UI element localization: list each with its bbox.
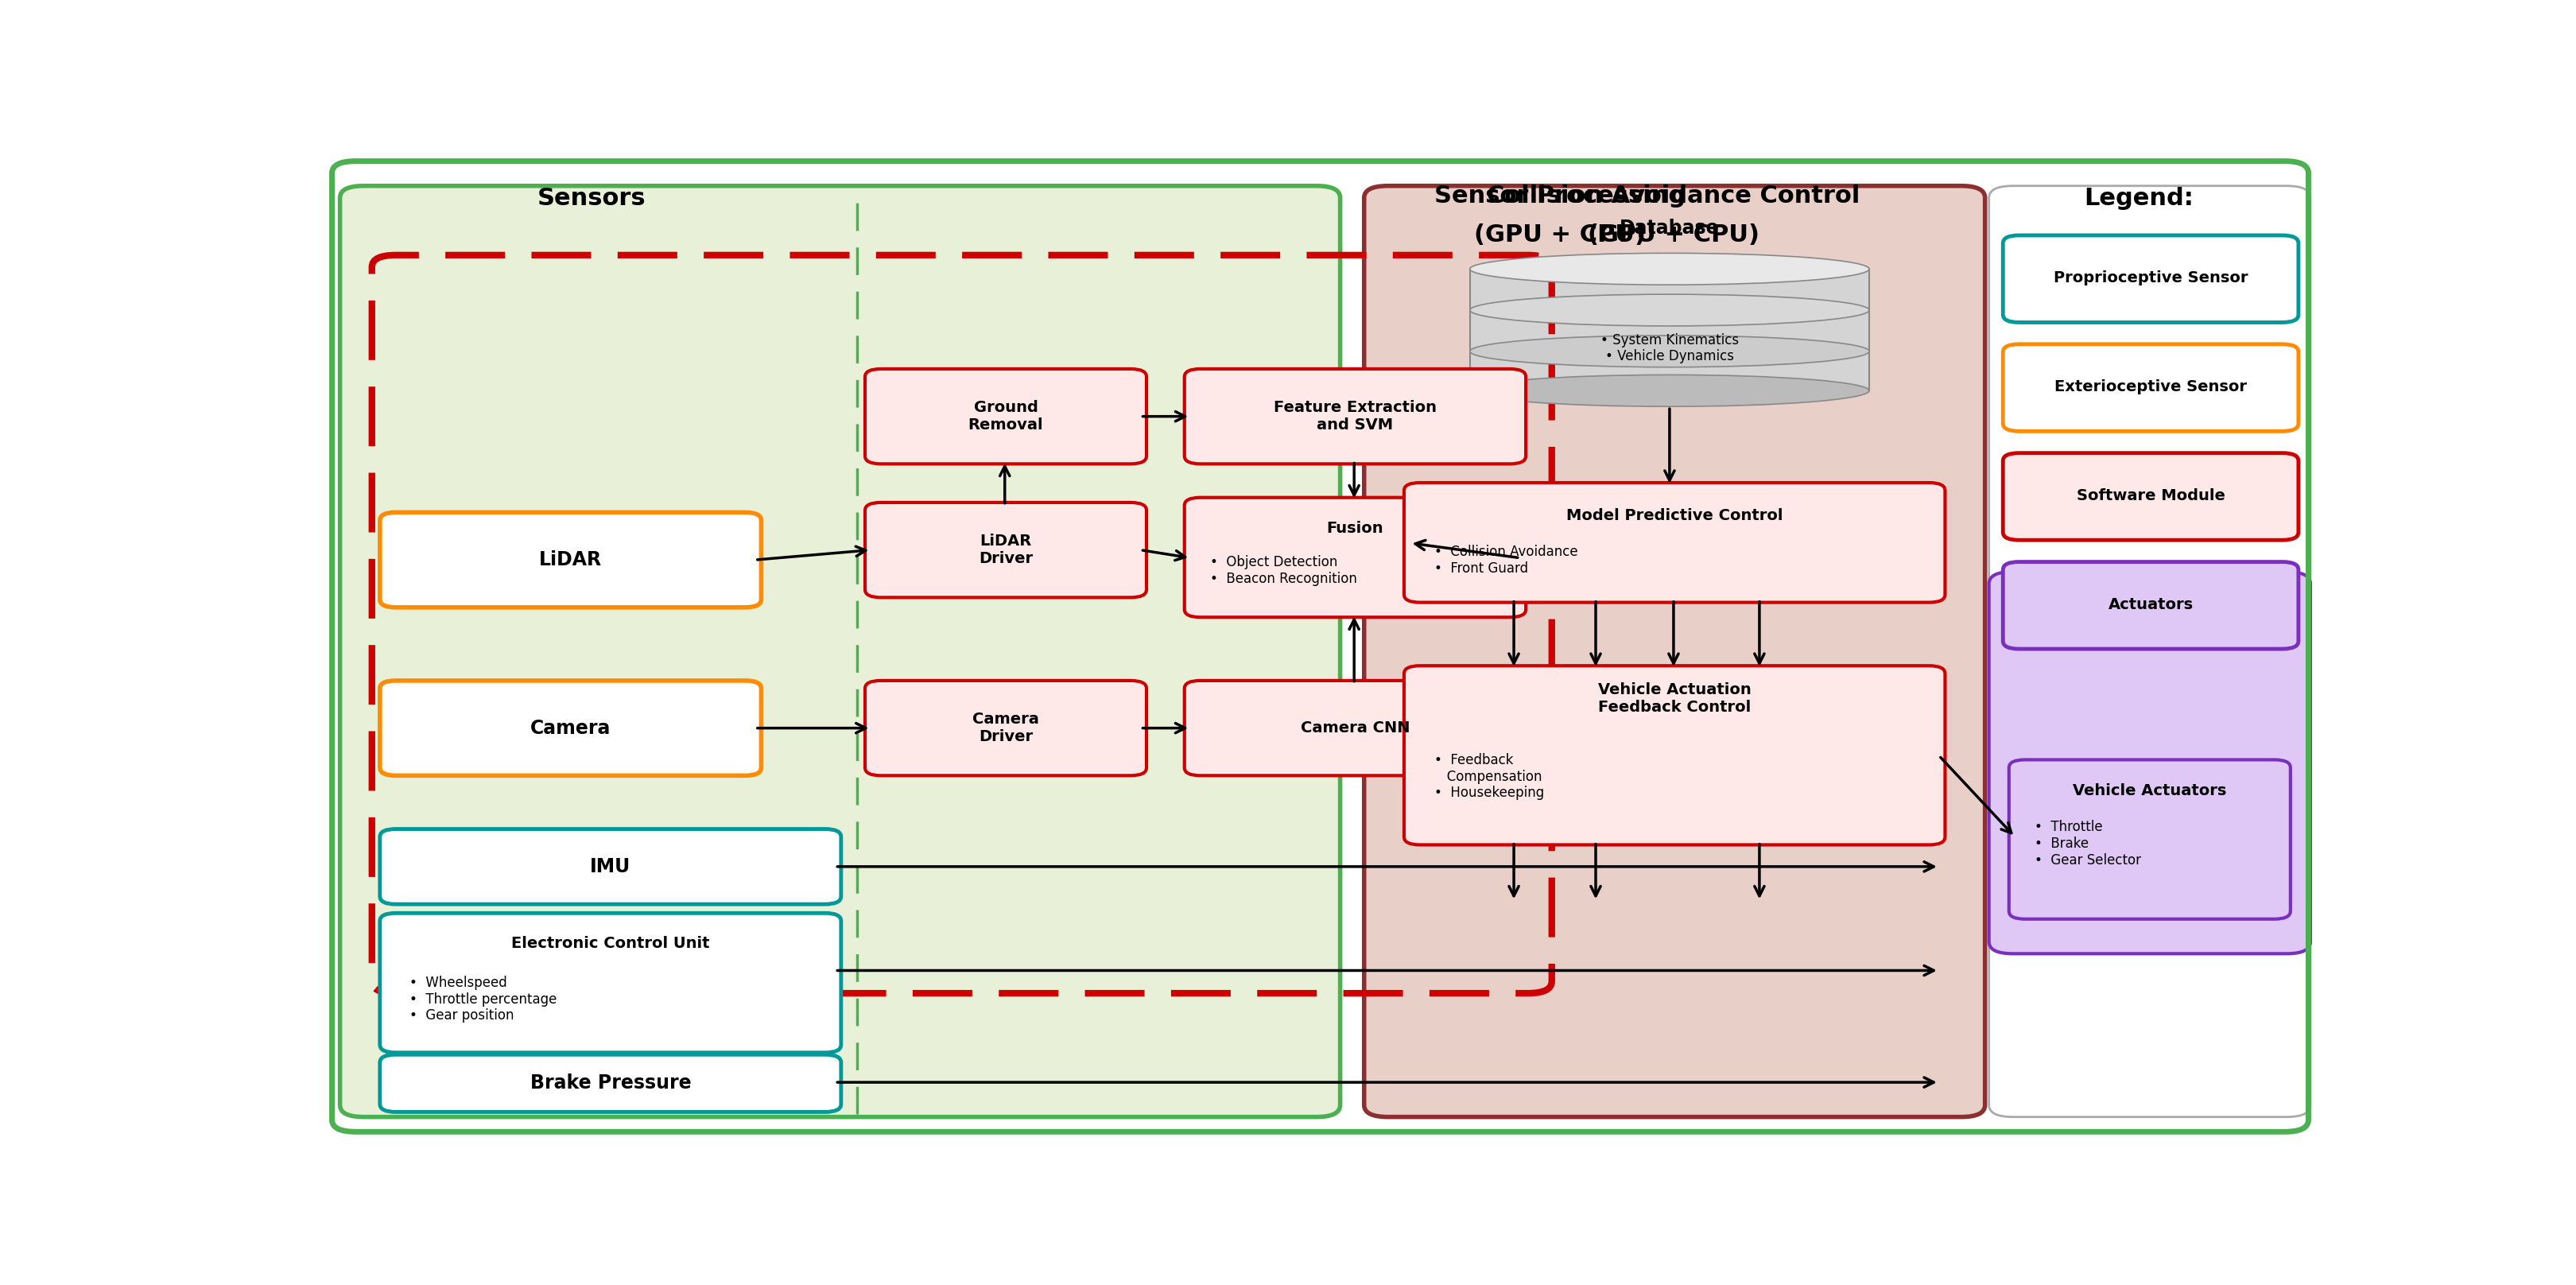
- Text: Actuators: Actuators: [2107, 596, 2192, 612]
- Text: Camera: Camera: [531, 718, 611, 738]
- FancyBboxPatch shape: [866, 369, 1146, 464]
- Text: (GPU + CPU): (GPU + CPU): [1587, 224, 1759, 247]
- Text: •  Throttle
•  Brake
•  Gear Selector: • Throttle • Brake • Gear Selector: [2035, 820, 2141, 867]
- Text: •  Object Detection
•  Beacon Recognition: • Object Detection • Beacon Recognition: [1211, 555, 1358, 586]
- Ellipse shape: [1471, 294, 1870, 326]
- FancyBboxPatch shape: [1989, 572, 2311, 953]
- FancyBboxPatch shape: [2004, 344, 2298, 432]
- Text: Legend:: Legend:: [2084, 188, 2195, 211]
- Text: Ground
Removal: Ground Removal: [969, 400, 1043, 433]
- Text: Sensors: Sensors: [538, 188, 647, 211]
- FancyBboxPatch shape: [1365, 186, 1986, 1117]
- FancyBboxPatch shape: [1404, 483, 1945, 603]
- Text: Exterioceptive Sensor: Exterioceptive Sensor: [2056, 379, 2246, 394]
- Text: Electronic Control Unit: Electronic Control Unit: [510, 937, 708, 951]
- Text: •  Collision Avoidance
•  Front Guard: • Collision Avoidance • Front Guard: [1435, 545, 1577, 576]
- Text: Fusion: Fusion: [1327, 520, 1383, 536]
- Text: •  Wheelspeed
•  Throttle percentage
•  Gear position: • Wheelspeed • Throttle percentage • Gea…: [410, 975, 556, 1023]
- Text: (GPU + CPU): (GPU + CPU): [1473, 224, 1646, 247]
- FancyBboxPatch shape: [2004, 235, 2298, 323]
- FancyBboxPatch shape: [1471, 269, 1870, 391]
- Text: Feature Extraction
and SVM: Feature Extraction and SVM: [1273, 400, 1437, 433]
- FancyBboxPatch shape: [866, 502, 1146, 598]
- FancyBboxPatch shape: [379, 829, 840, 905]
- Text: Proprioceptive Sensor: Proprioceptive Sensor: [2053, 270, 2249, 285]
- FancyBboxPatch shape: [340, 186, 1340, 1117]
- FancyBboxPatch shape: [2004, 454, 2298, 540]
- FancyBboxPatch shape: [1185, 497, 1525, 617]
- Ellipse shape: [1471, 253, 1870, 285]
- FancyBboxPatch shape: [2004, 562, 2298, 649]
- FancyBboxPatch shape: [379, 1055, 840, 1112]
- FancyBboxPatch shape: [1185, 681, 1525, 776]
- Text: Sensor Processing: Sensor Processing: [1435, 184, 1685, 207]
- Text: Brake Pressure: Brake Pressure: [531, 1074, 690, 1092]
- Text: •  Feedback
   Compensation
•  Housekeeping: • Feedback Compensation • Housekeeping: [1435, 753, 1543, 801]
- Text: Vehicle Actuators: Vehicle Actuators: [2074, 783, 2226, 798]
- Text: IMU: IMU: [590, 857, 631, 876]
- FancyBboxPatch shape: [866, 681, 1146, 776]
- FancyBboxPatch shape: [1989, 186, 2311, 1117]
- Text: Database: Database: [1620, 218, 1721, 238]
- Text: Camera
Driver: Camera Driver: [971, 712, 1038, 744]
- FancyBboxPatch shape: [2009, 759, 2290, 919]
- Text: Camera CNN: Camera CNN: [1301, 721, 1409, 735]
- Text: Collision Avoidance Control: Collision Avoidance Control: [1486, 184, 1860, 207]
- FancyBboxPatch shape: [379, 914, 840, 1052]
- Text: Software Module: Software Module: [2076, 488, 2226, 504]
- Ellipse shape: [1471, 375, 1870, 406]
- Text: LiDAR: LiDAR: [538, 550, 603, 569]
- FancyBboxPatch shape: [379, 681, 762, 776]
- Text: Model Predictive Control: Model Predictive Control: [1566, 508, 1783, 523]
- FancyBboxPatch shape: [1185, 369, 1525, 464]
- Ellipse shape: [1471, 335, 1870, 368]
- Text: • System Kinematics
• Vehicle Dynamics: • System Kinematics • Vehicle Dynamics: [1600, 333, 1739, 364]
- Text: LiDAR
Driver: LiDAR Driver: [979, 533, 1033, 567]
- FancyBboxPatch shape: [379, 513, 762, 608]
- FancyBboxPatch shape: [1404, 666, 1945, 844]
- Text: Vehicle Actuation
Feedback Control: Vehicle Actuation Feedback Control: [1597, 682, 1752, 714]
